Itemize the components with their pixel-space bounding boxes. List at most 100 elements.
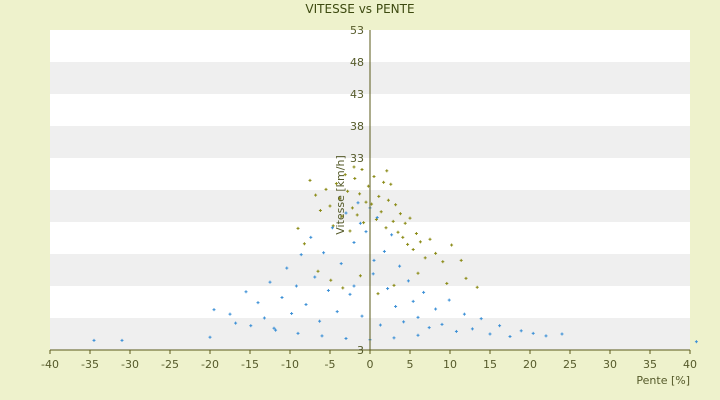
data-point (329, 278, 333, 282)
data-point (519, 329, 523, 333)
data-point (406, 242, 410, 246)
y-tick-label: 3 (357, 344, 364, 357)
data-point (249, 324, 253, 328)
x-tick-label: 0 (367, 358, 374, 371)
x-tick-label: 35 (643, 358, 657, 371)
data-point (459, 258, 463, 262)
data-point (366, 184, 370, 188)
data-point (398, 264, 402, 268)
data-point (294, 284, 298, 288)
data-point (378, 323, 382, 327)
data-point (296, 331, 300, 335)
data-point (343, 173, 347, 177)
data-point (322, 251, 326, 255)
x-tick-label: 15 (483, 358, 497, 371)
data-point (120, 338, 124, 342)
x-tick-label: 20 (523, 358, 537, 371)
data-point (208, 335, 212, 339)
data-point (402, 320, 406, 324)
data-point (434, 251, 438, 255)
data-point (324, 187, 328, 191)
x-tick-label: -15 (241, 358, 259, 371)
data-point (422, 290, 426, 294)
data-point (212, 308, 216, 312)
data-point (318, 319, 322, 323)
data-point (302, 242, 306, 246)
data-point (531, 331, 535, 335)
data-point (498, 324, 502, 328)
data-point (428, 237, 432, 241)
x-tick-label: 40 (683, 358, 697, 371)
data-point (416, 333, 420, 337)
data-point (358, 274, 362, 278)
data-point (392, 336, 396, 340)
data-point (344, 336, 348, 340)
y-tick-label: 53 (350, 24, 364, 37)
data-point (376, 292, 380, 296)
y-tick-label: 43 (350, 88, 364, 101)
data-point (338, 196, 342, 200)
data-point (385, 169, 389, 173)
data-point (440, 322, 444, 326)
data-point (475, 285, 479, 289)
data-point (348, 229, 352, 233)
data-point (447, 298, 451, 302)
data-point (308, 178, 312, 182)
y-axis-label: Vitesse [km/h] (334, 155, 347, 235)
data-point (262, 316, 266, 320)
data-point (364, 230, 368, 234)
data-point (418, 240, 422, 244)
x-tick-label: -40 (41, 358, 59, 371)
data-point (364, 200, 368, 204)
data-point (384, 226, 388, 230)
data-point (441, 260, 445, 264)
data-point (411, 299, 415, 303)
data-point (331, 224, 335, 228)
x-tick-label: -30 (121, 358, 139, 371)
data-point (344, 211, 348, 215)
data-point (386, 198, 390, 202)
data-point (358, 221, 362, 225)
data-point (274, 328, 278, 332)
data-point (339, 262, 343, 266)
data-point (462, 312, 466, 316)
y-tick-label: 38 (350, 120, 364, 133)
data-point (394, 304, 398, 308)
data-point (390, 233, 394, 237)
data-point (234, 321, 238, 325)
data-point (391, 219, 395, 223)
data-point (479, 317, 483, 321)
data-point (299, 253, 303, 257)
data-point (450, 243, 454, 247)
data-point (560, 332, 564, 336)
data-point (414, 232, 418, 236)
data-point (280, 296, 284, 300)
data-point (341, 286, 345, 290)
x-tick-label: -10 (281, 358, 299, 371)
data-point (371, 272, 375, 276)
data-point (362, 221, 366, 225)
chart-title: VITESSE vs PENTE (305, 2, 415, 16)
data-point (348, 292, 352, 296)
data-point (346, 189, 350, 193)
data-point (386, 287, 390, 291)
data-point (423, 256, 427, 260)
data-point (360, 168, 364, 172)
data-point (334, 182, 338, 186)
data-point (285, 266, 289, 270)
data-point (358, 192, 362, 196)
data-point (290, 312, 294, 316)
data-point (470, 327, 474, 331)
x-tick-label: -35 (81, 358, 99, 371)
data-point (316, 269, 320, 273)
data-point (360, 314, 364, 318)
data-point (314, 193, 318, 197)
data-point (372, 175, 376, 179)
data-points (92, 165, 698, 344)
data-point (434, 307, 438, 311)
data-point (352, 284, 356, 288)
data-point (256, 301, 260, 305)
x-tick-labels: -40 -35 -30 -25 -20 -15 -10 -5 0 5 10 15 20 25 30 35 40 (41, 350, 697, 371)
data-point (330, 226, 334, 230)
